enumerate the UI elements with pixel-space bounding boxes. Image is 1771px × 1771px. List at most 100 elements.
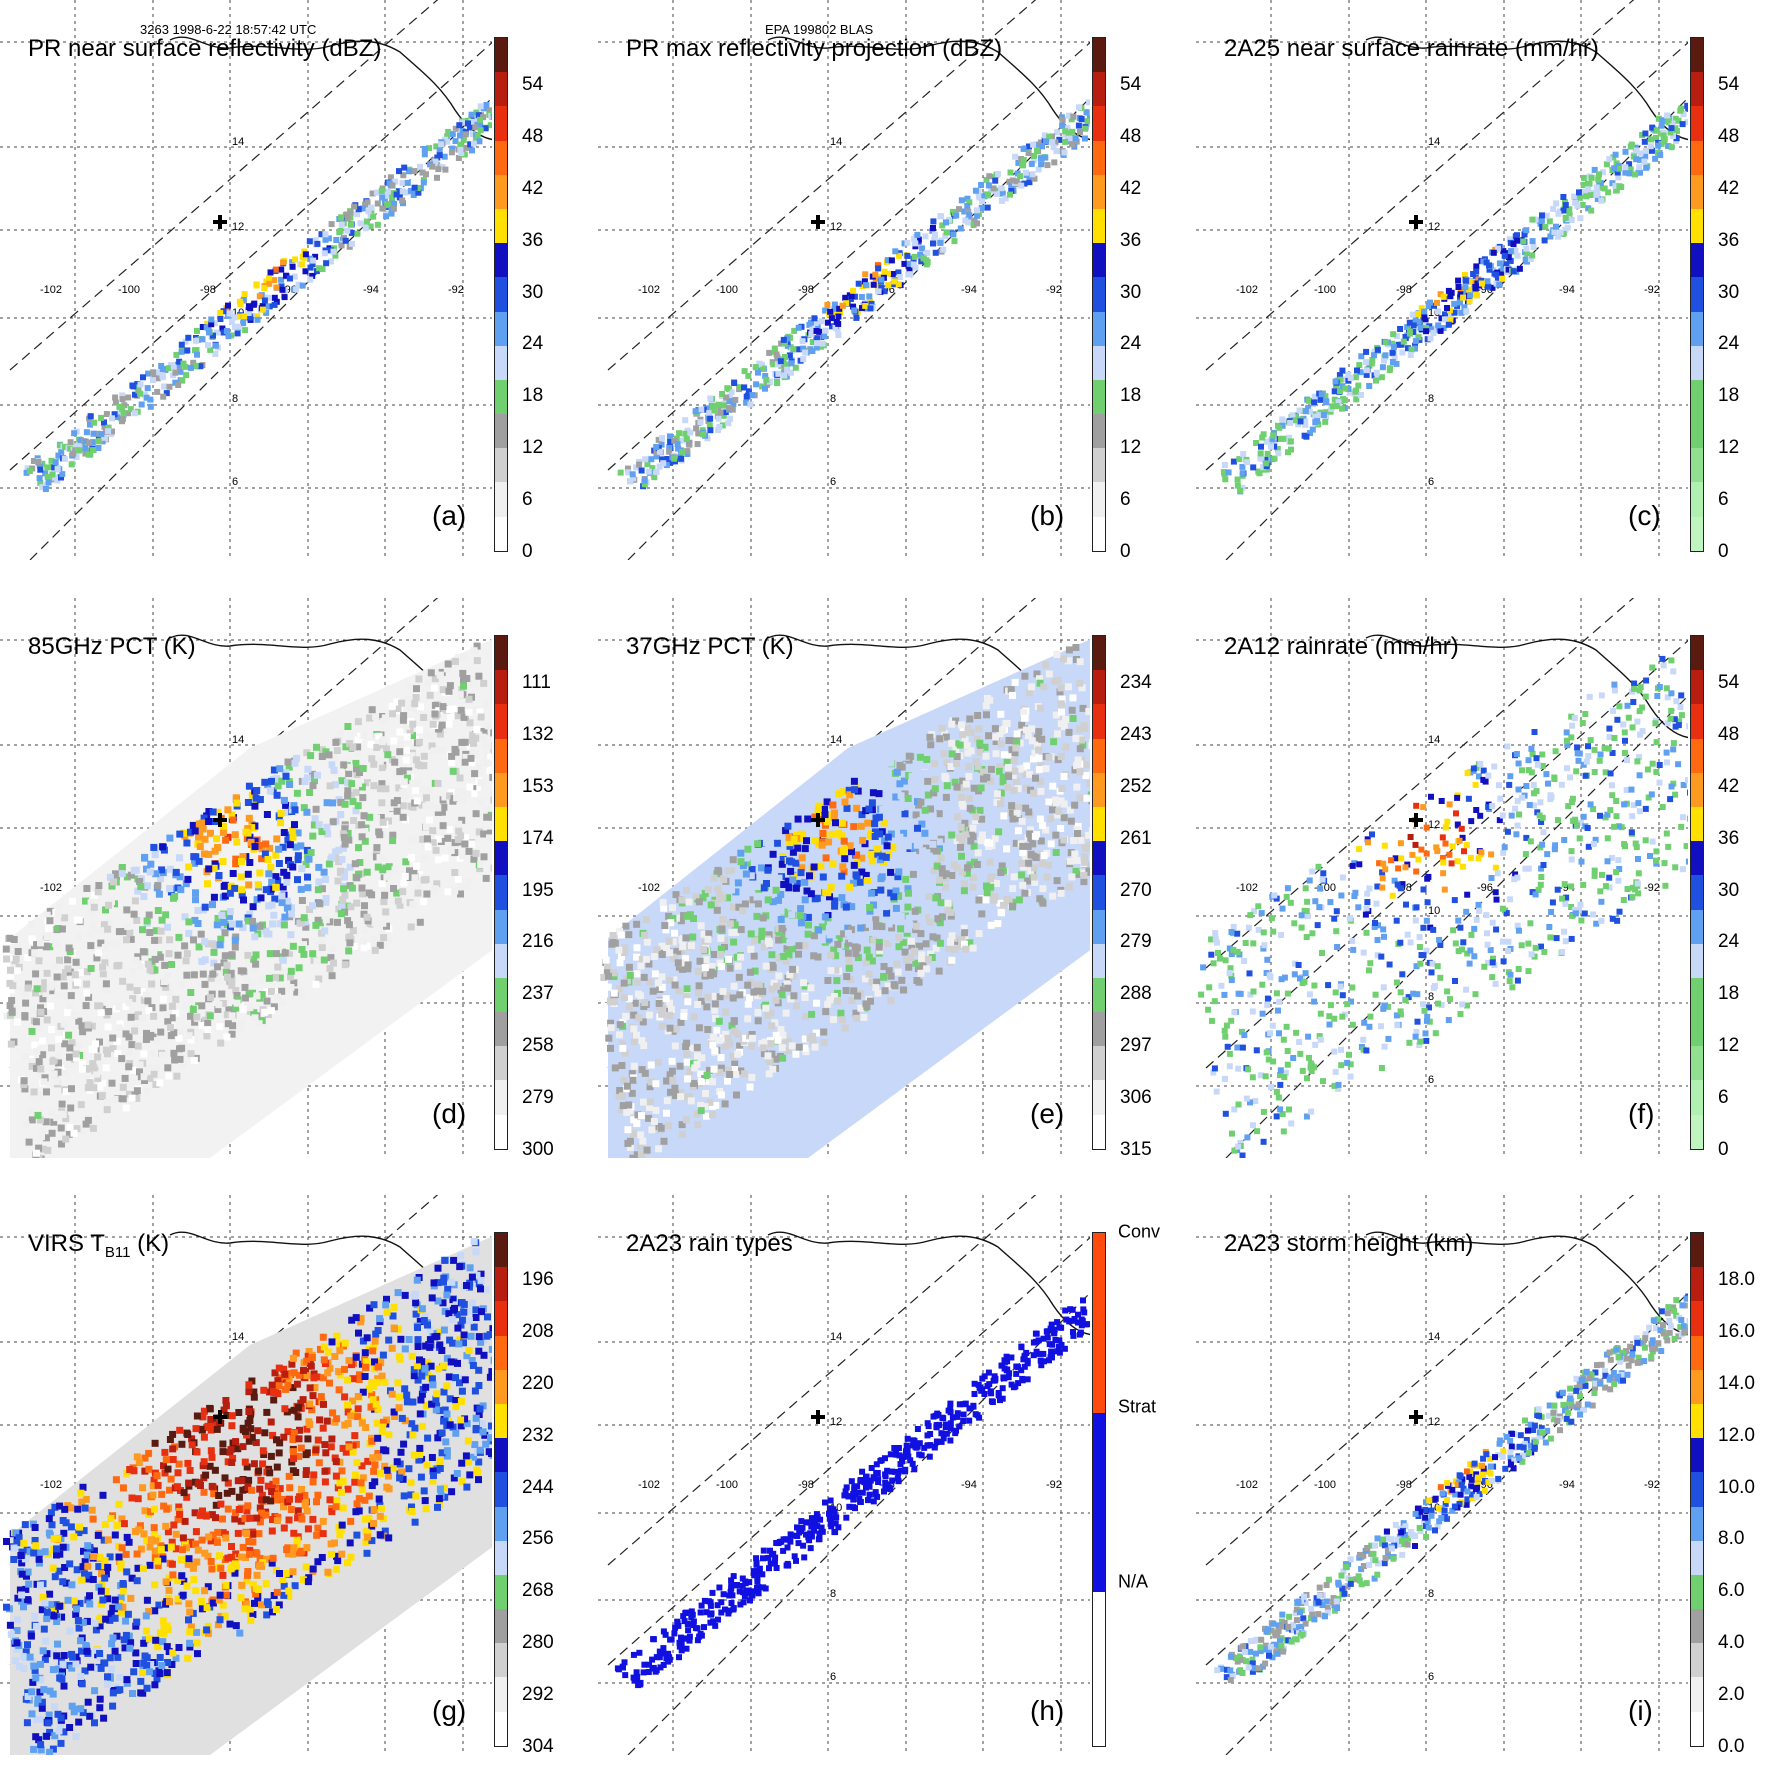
data-pixel: [795, 950, 802, 958]
data-pixel: [964, 749, 972, 757]
data-pixel: [995, 828, 1003, 836]
data-pixel: [368, 891, 376, 899]
data-pixel: [745, 372, 752, 379]
data-pixel: [1399, 349, 1406, 356]
data-pixel: [1389, 349, 1396, 356]
data-pixel: [114, 1050, 122, 1057]
data-pixel: [428, 742, 436, 750]
data-pixel: [75, 962, 83, 970]
data-pixel: [187, 1012, 194, 1020]
data-pixel: [870, 901, 877, 909]
data-pixel: [251, 802, 259, 810]
data-pixel: [1637, 150, 1644, 157]
data-pixel: [1490, 249, 1497, 256]
data-pixel: [831, 897, 839, 905]
data-pixel: [120, 409, 127, 416]
data-pixel: [432, 846, 440, 854]
data-pixel: [1497, 271, 1504, 278]
data-pixel: [1318, 391, 1325, 398]
data-pixel: [1486, 266, 1493, 273]
data-pixel: [993, 790, 1001, 798]
data-pixel: [785, 833, 793, 841]
data-pixel: [482, 125, 489, 132]
data-pixel: [751, 937, 759, 945]
data-pixel: [630, 1025, 638, 1033]
data-pixel: [607, 1024, 615, 1032]
data-pixel: [1009, 771, 1017, 779]
data-pixel: [940, 246, 947, 253]
data-pixel: [860, 1013, 868, 1021]
data-pixel: [219, 325, 226, 332]
data-pixel: [345, 763, 353, 771]
data-pixel: [111, 411, 118, 418]
data-pixel: [158, 916, 166, 924]
data-pixel: [78, 1128, 86, 1136]
data-pixel: [310, 257, 317, 264]
data-pixel: [328, 972, 336, 980]
data-pixel: [1404, 324, 1411, 331]
data-pixel: [652, 1080, 660, 1088]
data-pixel: [953, 783, 961, 791]
data-pixel: [287, 967, 295, 975]
data-pixel: [1278, 436, 1284, 442]
data-pixel: [68, 1085, 75, 1093]
data-pixel: [1505, 266, 1512, 273]
data-pixel: [629, 471, 636, 478]
data-pixel: [176, 873, 184, 881]
data-pixel: [395, 784, 403, 792]
data-pixel: [252, 951, 260, 959]
data-pixel: [1641, 138, 1648, 145]
data-pixel: [1637, 156, 1644, 163]
data-pixel: [47, 1108, 55, 1116]
data-pixel: [338, 855, 346, 863]
data-pixel: [141, 1077, 148, 1084]
data-pixel: [769, 963, 777, 971]
data-pixel: [216, 941, 224, 949]
data-pixel: [183, 950, 191, 958]
data-pixel: [730, 400, 737, 407]
data-pixel: [831, 305, 838, 312]
data-pixel: [1672, 125, 1679, 132]
data-pixel: [905, 752, 913, 760]
data-pixel: [779, 936, 787, 944]
data-pixel: [158, 1051, 166, 1059]
data-pixel: [1655, 142, 1662, 149]
data-pixel: [748, 1031, 756, 1038]
data-pixel: [1581, 174, 1587, 181]
data-pixel: [373, 744, 381, 751]
data-pixel: [762, 962, 770, 970]
data-pixel: [909, 870, 917, 878]
data-pixel: [1274, 446, 1281, 452]
colorbar-tick-label: 18: [1120, 385, 1142, 407]
data-pixel: [1329, 403, 1336, 410]
data-pixel: [872, 984, 880, 992]
data-pixel: [1054, 730, 1061, 738]
data-pixel: [352, 788, 360, 796]
data-pixel: [1466, 286, 1473, 293]
data-pixel: [303, 749, 311, 757]
data-pixel: [937, 239, 944, 246]
data-pixel: [878, 284, 885, 291]
data-pixel: [965, 795, 973, 803]
data-pixel: [987, 921, 995, 929]
data-pixel: [1007, 686, 1015, 694]
data-pixel: [1020, 157, 1027, 163]
data-pixel: [108, 1079, 116, 1087]
data-pixel: [270, 1003, 278, 1011]
data-pixel: [621, 949, 628, 956]
data-pixel: [477, 122, 484, 129]
data-pixel: [297, 885, 305, 893]
data-pixel: [637, 1131, 645, 1139]
data-pixel: [913, 977, 921, 984]
data-pixel: [784, 877, 792, 885]
data-pixel: [922, 940, 930, 948]
data-pixel: [121, 1003, 129, 1011]
data-pixel: [140, 893, 148, 900]
data-pixel: [646, 978, 654, 986]
data-pixel: [923, 756, 931, 763]
data-pixel: [106, 939, 114, 947]
data-pixel: [891, 278, 898, 285]
data-pixel: [1390, 331, 1397, 338]
data-pixel: [437, 746, 445, 754]
data-pixel: [885, 282, 892, 289]
